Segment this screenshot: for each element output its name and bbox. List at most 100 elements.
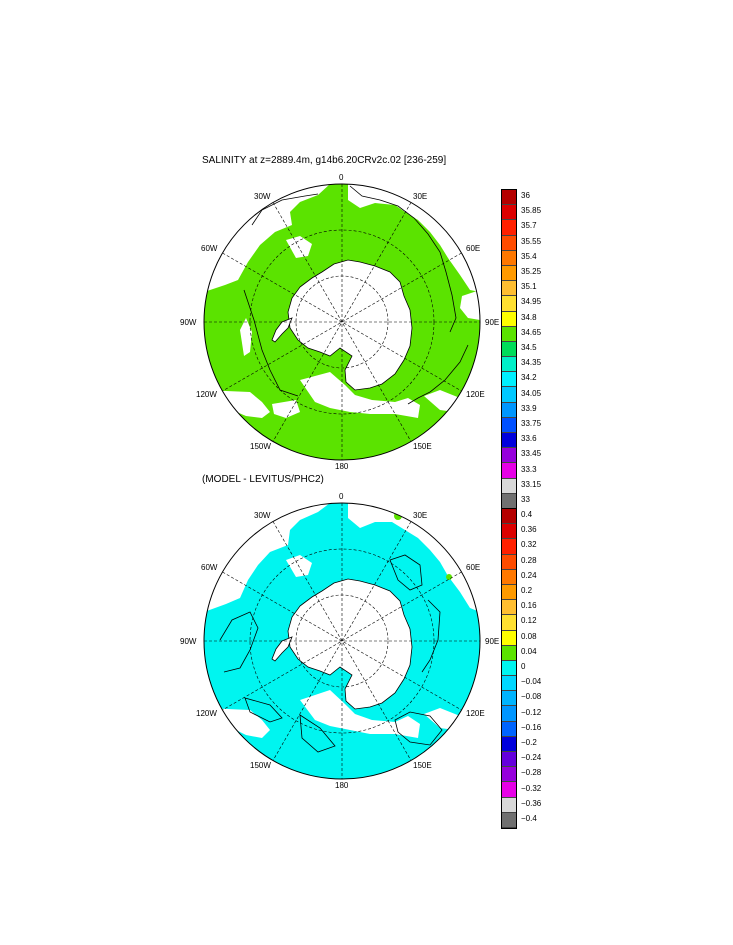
colorbar-box [502,509,516,525]
lon-label-30e: 30E [413,511,428,520]
lon-label-180: 180 [335,462,349,471]
colorbar-box [502,448,516,464]
difference-colorbar [501,508,517,829]
colorbar-box [502,736,516,752]
colorbar-tick-label: 0.04 [521,646,537,656]
colorbar-box [502,600,516,616]
colorbar-tick-label: 35.4 [521,251,537,261]
colorbar-box [502,493,516,509]
lon-label-90w: 90W [180,318,197,327]
contours [219,554,443,753]
lon-label-120e: 120E [466,390,485,399]
colorbar-tick-label: 35.7 [521,221,537,231]
colorbar-box [502,357,516,373]
colorbar-box [502,569,516,585]
colorbar-tick-label: 0.08 [521,631,537,641]
colorbar-tick-label: −0.28 [521,768,542,778]
lon-label-30w: 30W [254,192,271,201]
colorbar-tick-label: 0.2 [521,586,533,595]
colorbar-box [502,691,516,707]
colorbar-box [502,676,516,692]
colorbar-box [502,205,516,221]
map-title-difference: (MODEL - LEVITUS/PHC2) [202,474,324,485]
colorbar-box [502,782,516,798]
colorbar-box [502,524,516,540]
colorbar-box [502,387,516,403]
colorbar-box [502,341,516,358]
colorbar-box [502,767,516,783]
lon-label-0: 0 [339,173,344,182]
colorbar-tick-label: −0.36 [521,798,542,808]
colorbar-box [502,250,516,266]
colorbar-box [502,721,516,737]
colorbar-box [502,235,516,251]
colorbar-box [502,296,516,312]
salinity-map [204,184,480,460]
lon-label-150w: 150W [250,442,271,451]
lon-label-150e: 150E [413,761,432,770]
colorbar-tick-label: −0.08 [521,692,542,702]
colorbar-box [502,326,516,342]
colorbar-tick-label: 34.95 [521,297,542,307]
colorbar-tick-label: −0.16 [521,722,542,732]
colorbar-tick-label: 34.2 [521,373,537,383]
contours [243,185,469,405]
colorbar-tick-label: 0.32 [521,540,537,550]
colorbar-tick-label: −0.4 [521,814,537,823]
colorbar-box [502,190,516,206]
colorbar-tick-label: 0.28 [521,555,537,565]
colorbar-tick-label: 0.16 [521,601,537,611]
colorbar-tick-label: 33.15 [521,479,542,489]
colorbar-tick-label: 35.55 [521,236,542,246]
colorbar-box [502,311,516,327]
colorbar-box [502,265,516,282]
colorbar-tick-label: 0.24 [521,570,537,580]
colorbar-tick-label: 33 [521,495,530,504]
colorbar-box [502,220,516,236]
map-title-salinity: SALINITY at z=2889.4m, g14b6.20CRv2c.02 … [202,155,447,166]
colorbar-tick-label: 33.45 [521,449,542,459]
colorbar-box [502,372,516,388]
colorbar-box [502,539,516,555]
colorbar-box [502,797,516,813]
lon-label-150e: 150E [413,442,432,451]
lon-label-30e: 30E [413,192,428,201]
lon-label-150w: 150W [250,761,271,770]
difference-map-border [203,502,481,780]
colorbar-box [502,752,516,768]
colorbar-tick-label: 34.5 [521,343,537,352]
colorbar-tick-label: −0.32 [521,783,542,793]
lon-label-30w: 30W [254,511,271,520]
colorbar-box [502,660,516,677]
colorbar-box [502,281,516,297]
salinity-map-border [203,183,481,461]
colorbar-tick-label: 33.3 [521,464,537,474]
colorbar-box [502,630,516,646]
lon-label-60e: 60E [466,563,481,572]
salinity-colorbar [501,189,517,510]
lon-label-90e: 90E [485,318,500,327]
colorbar-tick-label: 33.6 [521,434,537,444]
antarctica [287,259,413,391]
colorbar-box [502,402,516,418]
lon-label-60e: 60E [466,244,481,253]
colorbar-tick-label: 33.75 [521,419,542,428]
colorbar-tick-label: −0.2 [521,738,537,747]
colorbar-tick-label: 0.12 [521,616,537,626]
colorbar-tick-label: 34.65 [521,327,542,337]
colorbar-box [502,645,516,661]
colorbar-tick-label: −0.12 [521,707,542,717]
colorbar-box [502,463,516,479]
colorbar-box [502,584,516,601]
lon-label-0: 0 [339,492,344,501]
lon-label-60w: 60W [201,563,218,572]
colorbar-box [502,706,516,722]
colorbar-tick-label: 35.25 [521,267,542,276]
lon-label-120w: 120W [196,709,217,718]
colorbar-box [502,417,516,433]
lon-label-90e: 90E [485,637,500,646]
lon-label-90w: 90W [180,637,197,646]
colorbar-tick-label: 34.35 [521,358,542,368]
difference-map [204,503,480,779]
colorbar-tick-label: 0 [521,662,526,671]
